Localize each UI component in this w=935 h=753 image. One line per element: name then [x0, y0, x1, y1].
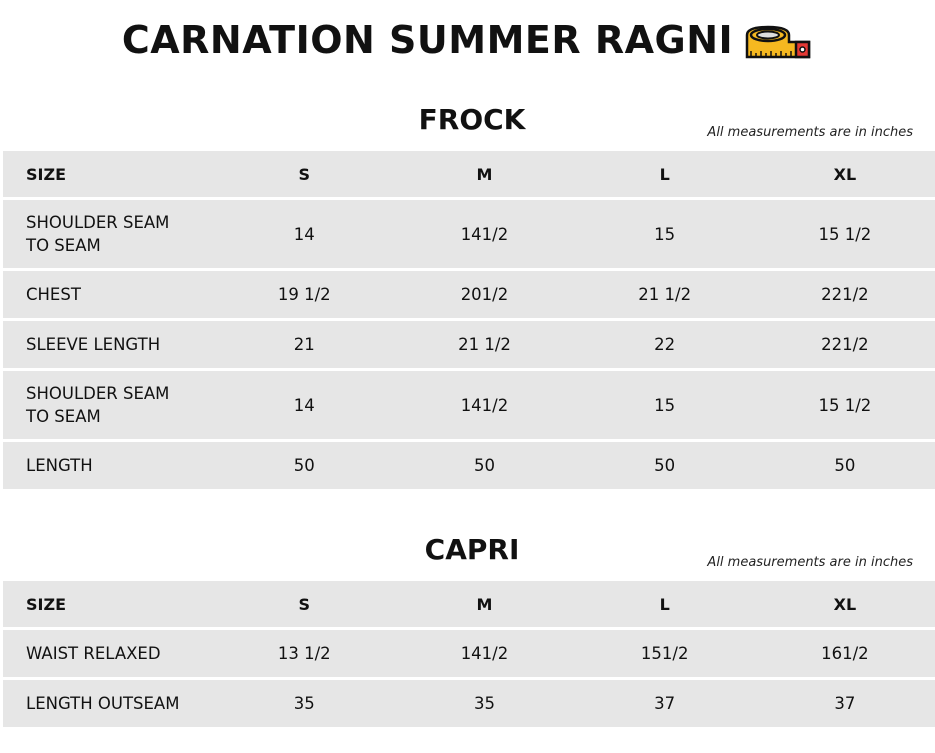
value-cell: 221/2 [821, 285, 869, 304]
header-cell: XL [833, 164, 857, 184]
value-cell: 151/2 [640, 644, 689, 663]
value-cell: 50 [834, 456, 856, 475]
header-cell: SIZE [26, 594, 67, 614]
value-cell: 21 [293, 335, 315, 354]
value-cell: 221/2 [821, 335, 869, 354]
value-cell: 201/2 [460, 285, 509, 304]
value-cell: 19 1/2 [277, 285, 331, 304]
header-cell: L [659, 164, 670, 184]
measurement-label: WAIST RELAXED [26, 644, 161, 663]
table-row: WAIST RELAXED 13 1/2 141/2 151/2 161/2 [3, 630, 935, 677]
value-cell: 15 1/2 [818, 224, 872, 244]
header-cell: M [476, 164, 493, 184]
value-cell: 37 [654, 694, 676, 713]
section-title: FROCK [418, 103, 526, 136]
value-cell: 22 [654, 335, 676, 354]
measurement-note: All measurements are in inches [707, 125, 913, 140]
value-cell: 15 1/2 [818, 395, 872, 415]
title-text: CARNATION SUMMER RAGNI [121, 18, 734, 62]
table-header-row: SIZE S M L XL [3, 151, 935, 197]
table-row: SHOULDER SEAM TO SEAM 14 141/2 15 15 1/2 [3, 200, 935, 268]
value-cell: 50 [473, 456, 495, 475]
measurement-label: LENGTH OUTSEAM [26, 694, 180, 713]
header-cell: S [298, 594, 311, 614]
value-cell: 161/2 [821, 644, 869, 663]
value-cell: 141/2 [460, 395, 509, 415]
header-cell: M [476, 594, 493, 614]
table-row: LENGTH OUTSEAM 35 35 37 37 [3, 680, 935, 727]
value-cell: 13 1/2 [277, 644, 331, 663]
value-cell: 50 [293, 456, 315, 475]
value-cell: 35 [473, 694, 495, 713]
value-cell: 35 [293, 694, 315, 713]
value-cell: 14 [293, 395, 315, 415]
tape-measure-icon [745, 25, 811, 58]
measurement-note: All measurements are in inches [707, 555, 913, 570]
capri-section: CAPRI All measurements are in inches SIZE S… [3, 533, 935, 730]
value-cell: 21 1/2 [638, 285, 692, 304]
table-row: LENGTH 50 50 50 50 [3, 442, 935, 489]
header-cell: XL [833, 594, 857, 614]
value-cell: 50 [654, 456, 676, 475]
value-cell: 141/2 [460, 644, 509, 663]
table-row: CHEST 19 1/2 201/2 21 1/2 221/2 [3, 271, 935, 318]
value-cell: 14 [293, 224, 315, 244]
measurement-label: SHOULDER SEAM TO SEAM [26, 213, 170, 255]
measurement-label: SLEEVE LENGTH [26, 335, 161, 354]
value-cell: 37 [834, 694, 856, 713]
frock-section: FROCK All measurements are in inches SIZE S… [3, 103, 935, 492]
page-title: CARNATION SUMMER RAGNI [0, 18, 935, 62]
measurement-label: SHOULDER SEAM TO SEAM [26, 384, 170, 426]
value-cell: 15 [654, 224, 676, 244]
value-cell: 141/2 [460, 224, 509, 244]
table-row: SHOULDER SEAM TO SEAM 14 141/2 15 15 1/2 [3, 371, 935, 439]
measurement-label: LENGTH [26, 456, 93, 475]
section-title: CAPRI [424, 533, 520, 566]
header-cell: L [659, 594, 670, 614]
value-cell: 15 [654, 395, 676, 415]
table-header-row: SIZE S M L XL [3, 581, 935, 627]
header-cell: SIZE [26, 164, 67, 184]
header-cell: S [298, 164, 311, 184]
table-row: SLEEVE LENGTH 21 21 1/2 22 221/2 [3, 321, 935, 368]
measurement-label: CHEST [26, 285, 81, 304]
value-cell: 21 1/2 [458, 335, 511, 354]
